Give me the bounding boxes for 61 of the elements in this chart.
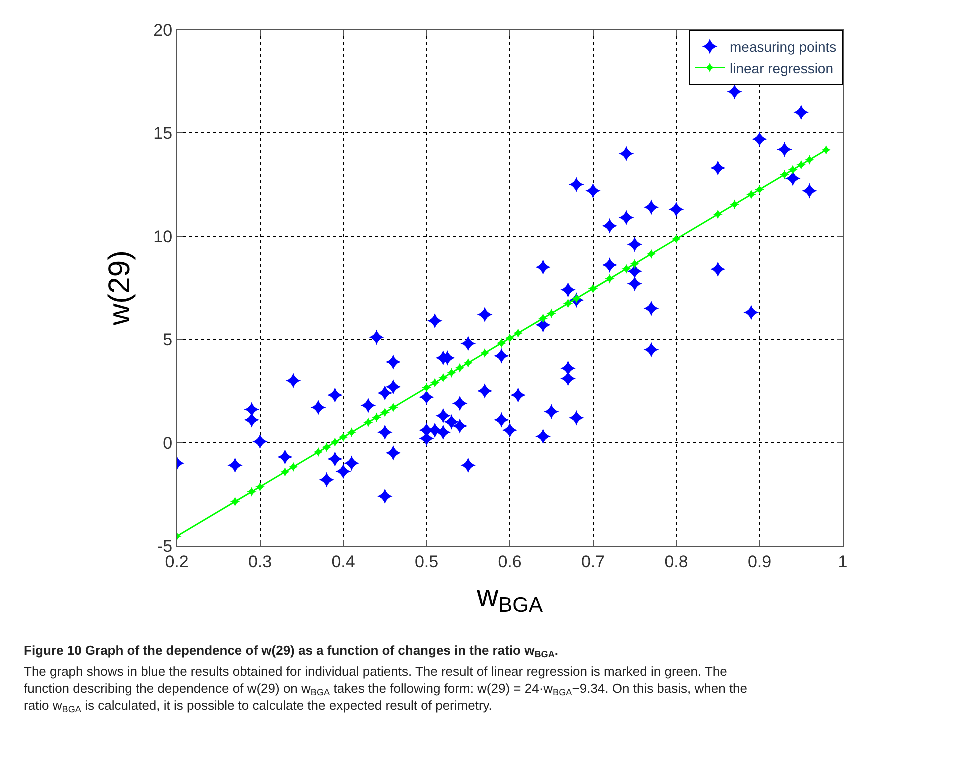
y-tick-label: 5 bbox=[163, 330, 173, 350]
x-tick-label: 0.8 bbox=[664, 552, 688, 572]
legend-label: linear regression bbox=[730, 60, 834, 76]
point bbox=[546, 308, 557, 318]
y-axis-title: w(29) bbox=[104, 250, 137, 327]
point bbox=[346, 428, 357, 438]
point bbox=[496, 338, 507, 348]
point bbox=[446, 368, 457, 378]
point bbox=[788, 165, 798, 175]
point bbox=[364, 418, 374, 428]
point bbox=[288, 462, 298, 472]
point bbox=[322, 442, 332, 452]
point bbox=[588, 284, 598, 294]
point bbox=[672, 234, 682, 244]
point bbox=[372, 412, 382, 423]
point bbox=[780, 170, 790, 180]
point bbox=[630, 259, 640, 269]
x-tick-label: 1 bbox=[838, 552, 848, 572]
point bbox=[314, 447, 324, 458]
point bbox=[463, 358, 474, 368]
y-tick-label: 15 bbox=[154, 124, 173, 144]
point bbox=[247, 487, 257, 497]
point bbox=[430, 378, 440, 388]
point bbox=[746, 190, 756, 200]
point bbox=[821, 145, 832, 156]
point bbox=[563, 298, 574, 309]
point bbox=[230, 496, 240, 507]
point bbox=[422, 383, 432, 393]
x-tick-label: 0.7 bbox=[581, 552, 606, 572]
point bbox=[255, 482, 266, 492]
x-tick-label: 0.6 bbox=[498, 552, 522, 572]
x-tick-label: 0.5 bbox=[414, 552, 439, 572]
y-tick-label: 20 bbox=[154, 20, 173, 40]
point bbox=[622, 264, 632, 274]
point bbox=[455, 363, 465, 373]
point bbox=[713, 210, 724, 220]
legend-label: measuring points bbox=[730, 39, 837, 56]
point bbox=[330, 437, 340, 448]
caption: Figure 10 Graph of the dependence of w(29) as a function of changes in the ratio w$_{BGA}$. bbox=[24, 643, 559, 660]
point bbox=[388, 402, 398, 413]
point bbox=[438, 373, 448, 383]
point bbox=[280, 467, 290, 478]
point bbox=[338, 432, 348, 442]
point bbox=[754, 184, 765, 195]
x-tick-label: 0.3 bbox=[248, 552, 272, 572]
y-tick-label: 0 bbox=[163, 434, 173, 453]
y-tick-label: 10 bbox=[154, 227, 173, 246]
point bbox=[646, 249, 656, 260]
point bbox=[605, 274, 615, 284]
x-axis-title: w$_{BGA}$ bbox=[476, 580, 544, 618]
point bbox=[730, 200, 740, 210]
point bbox=[380, 408, 390, 418]
point bbox=[804, 155, 815, 165]
x-tick-label: 0.4 bbox=[332, 552, 356, 572]
x-tick-label: 0.9 bbox=[748, 552, 772, 572]
text: The graph shows in blue the results obtained for individual patients. The result of linear regression is marked in green. The function describing the dependence of w(29) on w$_{BGA}$ takes the following form: w(29) = 24·w$_{BGA}$−9.34. On this basis, when the ratio w$_{BGA}$ is calculated, it is possible to calculate the expected result of perimetry. bbox=[24, 664, 748, 715]
point bbox=[538, 314, 548, 324]
point bbox=[513, 328, 524, 338]
point bbox=[505, 333, 515, 344]
point bbox=[480, 348, 490, 358]
point bbox=[796, 160, 806, 170]
